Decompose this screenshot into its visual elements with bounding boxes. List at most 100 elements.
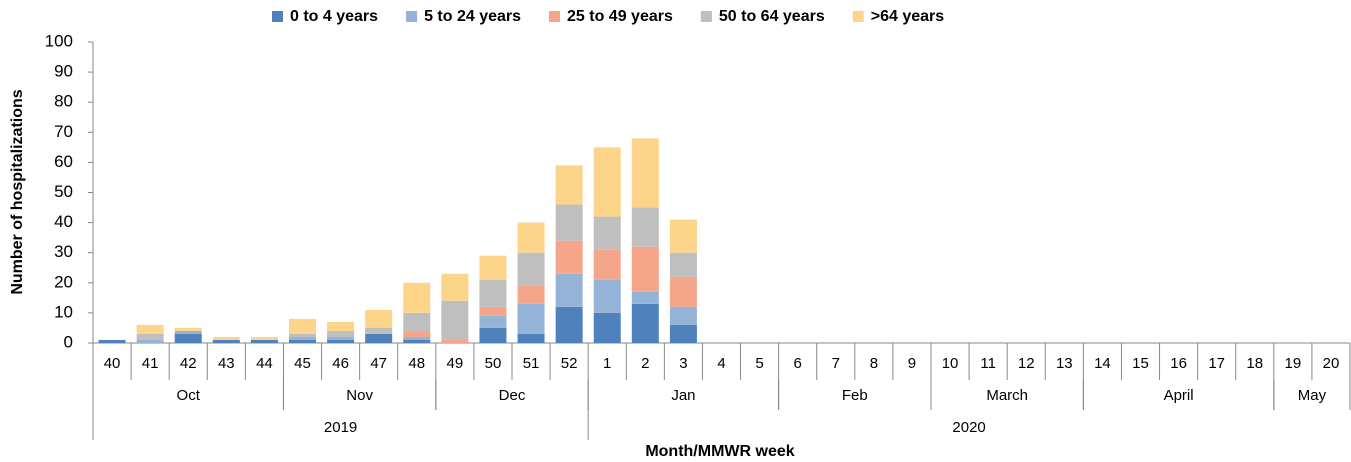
bar-segment bbox=[669, 252, 697, 277]
x-tick-label: 2 bbox=[641, 355, 649, 372]
x-tick-label: 51 bbox=[523, 355, 540, 372]
month-label: Jan bbox=[671, 387, 695, 404]
x-tick-label: 3 bbox=[679, 355, 687, 372]
x-tick-label: 17 bbox=[1208, 355, 1225, 372]
bar-segment bbox=[212, 339, 240, 343]
bar-segment bbox=[517, 285, 545, 304]
y-tick-label: 90 bbox=[54, 62, 73, 81]
bar-segment bbox=[479, 306, 507, 316]
bar-segment bbox=[593, 279, 621, 313]
x-tick-label: 16 bbox=[1170, 355, 1187, 372]
legend-label: 0 to 4 years bbox=[290, 8, 378, 25]
x-tick-label: 7 bbox=[832, 355, 840, 372]
y-tick-label: 20 bbox=[54, 272, 73, 291]
bar-segment bbox=[365, 309, 393, 328]
bar-segment bbox=[517, 252, 545, 286]
x-tick-label: 8 bbox=[870, 355, 878, 372]
x-tick-label: 9 bbox=[908, 355, 916, 372]
bar-segment bbox=[403, 336, 431, 340]
bar-segment bbox=[555, 240, 583, 274]
x-tick-label: 40 bbox=[104, 355, 121, 372]
bar-segment bbox=[289, 318, 316, 334]
x-tick-label: 43 bbox=[218, 355, 235, 372]
bar-segment bbox=[479, 315, 507, 328]
legend-label: >64 years bbox=[871, 8, 945, 25]
x-tick-label: 18 bbox=[1246, 355, 1263, 372]
x-tick-label: 13 bbox=[1056, 355, 1073, 372]
bar-segment bbox=[365, 333, 393, 343]
year-label: 2020 bbox=[952, 419, 985, 436]
legend-swatch bbox=[272, 11, 283, 22]
bar-segment bbox=[517, 303, 545, 334]
bar-segment bbox=[555, 273, 583, 307]
x-tick-label: 46 bbox=[332, 355, 349, 372]
legend-swatch bbox=[549, 11, 561, 22]
month-label: March bbox=[986, 387, 1028, 404]
x-tick-label: 50 bbox=[485, 355, 502, 372]
bar-segment bbox=[327, 336, 355, 340]
bar-segment bbox=[327, 339, 355, 343]
bar-segment bbox=[174, 333, 202, 343]
x-tick-label: 15 bbox=[1132, 355, 1149, 372]
bar-segment bbox=[555, 204, 583, 241]
y-tick-label: 70 bbox=[54, 122, 73, 141]
bar-segment bbox=[403, 282, 431, 313]
bar-segment bbox=[631, 138, 659, 208]
bar-segment bbox=[403, 312, 431, 331]
month-label: Dec bbox=[499, 387, 526, 404]
legend-label: 5 to 24 years bbox=[424, 8, 521, 25]
bar-segment bbox=[403, 330, 431, 337]
legend-swatch bbox=[406, 11, 418, 22]
y-tick-label: 0 bbox=[64, 332, 73, 351]
bar-segment bbox=[98, 339, 126, 343]
x-tick-label: 10 bbox=[942, 355, 959, 372]
bar-segment bbox=[631, 291, 659, 304]
y-tick-label: 80 bbox=[54, 92, 73, 111]
bar-segment bbox=[631, 303, 659, 343]
x-tick-label: 1 bbox=[603, 355, 611, 372]
bar-segment bbox=[593, 216, 621, 250]
x-tick-label: 11 bbox=[980, 355, 996, 372]
x-tick-label: 52 bbox=[561, 355, 578, 372]
bar-segment bbox=[517, 222, 545, 253]
y-tick-label: 30 bbox=[54, 242, 73, 261]
x-tick-label: 20 bbox=[1323, 355, 1340, 372]
x-tick-label: 41 bbox=[142, 355, 159, 372]
bar-segment bbox=[289, 339, 316, 343]
x-tick-label: 48 bbox=[408, 355, 425, 372]
bar-segment bbox=[327, 330, 355, 337]
bar-segment bbox=[441, 339, 469, 343]
x-tick-label: 5 bbox=[755, 355, 763, 372]
bar-segment bbox=[479, 255, 507, 280]
month-label: Oct bbox=[177, 387, 201, 404]
month-label: April bbox=[1164, 387, 1194, 404]
bar-segment bbox=[669, 306, 697, 325]
y-tick-label: 10 bbox=[54, 302, 73, 321]
bar-segment bbox=[289, 336, 316, 340]
legend-label: 50 to 64 years bbox=[719, 8, 825, 25]
x-tick-label: 6 bbox=[794, 355, 802, 372]
bar-segment bbox=[555, 165, 583, 205]
bar-segment bbox=[403, 339, 431, 343]
bar-segment bbox=[441, 300, 469, 340]
x-tick-label: 19 bbox=[1285, 355, 1302, 372]
x-tick-label: 42 bbox=[180, 355, 197, 372]
bar-segment bbox=[669, 324, 697, 343]
bar-segment bbox=[441, 273, 469, 301]
bar-segment bbox=[593, 249, 621, 280]
bar-segment bbox=[479, 327, 507, 343]
x-tick-label: 49 bbox=[447, 355, 464, 372]
x-tick-label: 14 bbox=[1094, 355, 1111, 372]
bar-segment bbox=[517, 333, 545, 343]
bar-segment bbox=[365, 327, 393, 334]
bar-segment bbox=[212, 336, 240, 340]
month-label: Feb bbox=[842, 387, 868, 404]
bar-segment bbox=[250, 336, 278, 340]
bar-segment bbox=[631, 207, 659, 247]
y-tick-label: 60 bbox=[54, 152, 73, 171]
legend-swatch bbox=[700, 11, 712, 22]
y-tick-label: 50 bbox=[54, 182, 73, 201]
x-tick-label: 4 bbox=[717, 355, 725, 372]
bar-segment bbox=[136, 333, 164, 340]
